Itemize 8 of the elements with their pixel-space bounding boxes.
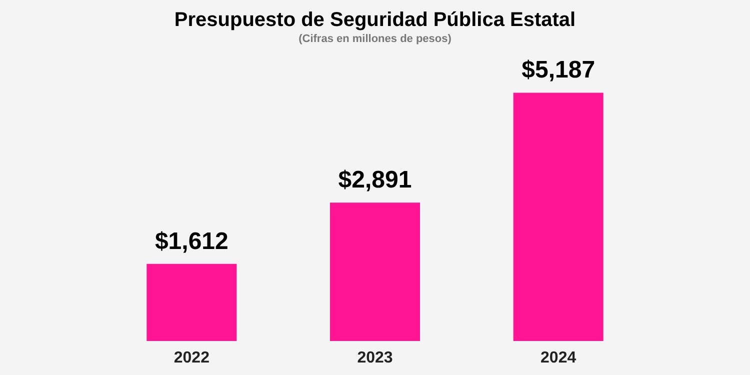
chart-subtitle: (Cifras en millones de pesos) bbox=[298, 33, 452, 45]
x-tick-label: 2022 bbox=[174, 350, 210, 366]
x-tick-label: 2024 bbox=[540, 350, 576, 366]
chart-title: Presupuesto de Seguridad Pública Estatal bbox=[174, 9, 576, 31]
data-label: $5,187 bbox=[522, 56, 596, 84]
data-label: $1,612 bbox=[154, 228, 228, 255]
data-label: $2,891 bbox=[338, 166, 412, 194]
x-tick-label: 2023 bbox=[357, 350, 393, 366]
